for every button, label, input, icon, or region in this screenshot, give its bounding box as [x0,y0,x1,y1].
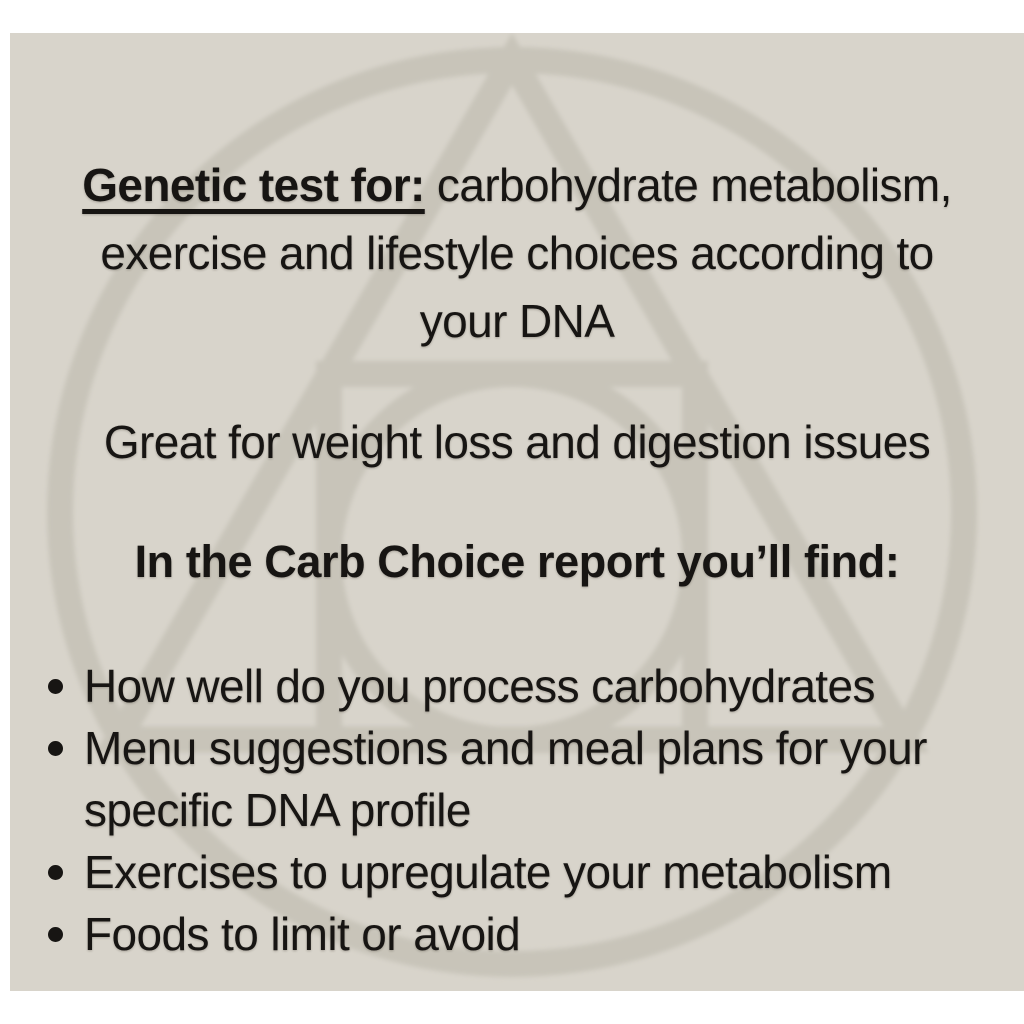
bullet-dot-icon [48,865,63,880]
bullet-text: Foods to limit or avoid [84,903,521,965]
watermark-inner-circle [316,361,708,753]
heading-line-3: your DNA [419,295,615,347]
bullet-text: Exercises to upregulate your metabolism [84,841,892,903]
bullet-text: How well do you process carbohydrates [84,655,875,717]
bullet-line: Menu suggestions and meal plans for your [84,722,927,774]
bullet-line: specific DNA profile [84,784,471,836]
list-item: Foods to limit or avoid [48,903,1024,965]
page-title: Genetic test for: carbohydrate metabolis… [10,151,1024,355]
bullet-dot-icon [48,679,63,694]
alchemy-symbol-watermark-icon [47,33,977,977]
heading-line-2: exercise and lifestyle choices according… [100,227,934,279]
heading-line-1-rest: carbohydrate metabolism, [424,159,952,211]
list-item: How well do you process carbohydrates [48,655,1024,717]
list-item: Exercises to upregulate your metabolism [48,841,1024,903]
list-item: Menu suggestions and meal plans for your… [48,717,1024,841]
heading-line-1: Genetic test for: carbohydrate metabolis… [10,151,1024,219]
flyer-panel: Genetic test for: carbohydrate metabolis… [10,33,1024,991]
feature-list: How well do you process carbohydrates Me… [10,655,1024,965]
bullet-dot-icon [48,927,63,942]
list-title: In the Carb Choice report you’ll find: [134,536,900,587]
bullet-line: Exercises to upregulate your metabolism [84,846,892,898]
tagline: Great for weight loss and digestion issu… [103,416,931,468]
bullet-dot-icon [48,741,63,756]
heading-emphasis: Genetic test for: [82,159,425,211]
bullet-line: How well do you process carbohydrates [84,660,875,712]
flyer-content: Genetic test for: carbohydrate metabolis… [10,151,1024,965]
bullet-text: Menu suggestions and meal plans for your… [84,717,927,841]
bullet-line: Foods to limit or avoid [84,908,521,960]
